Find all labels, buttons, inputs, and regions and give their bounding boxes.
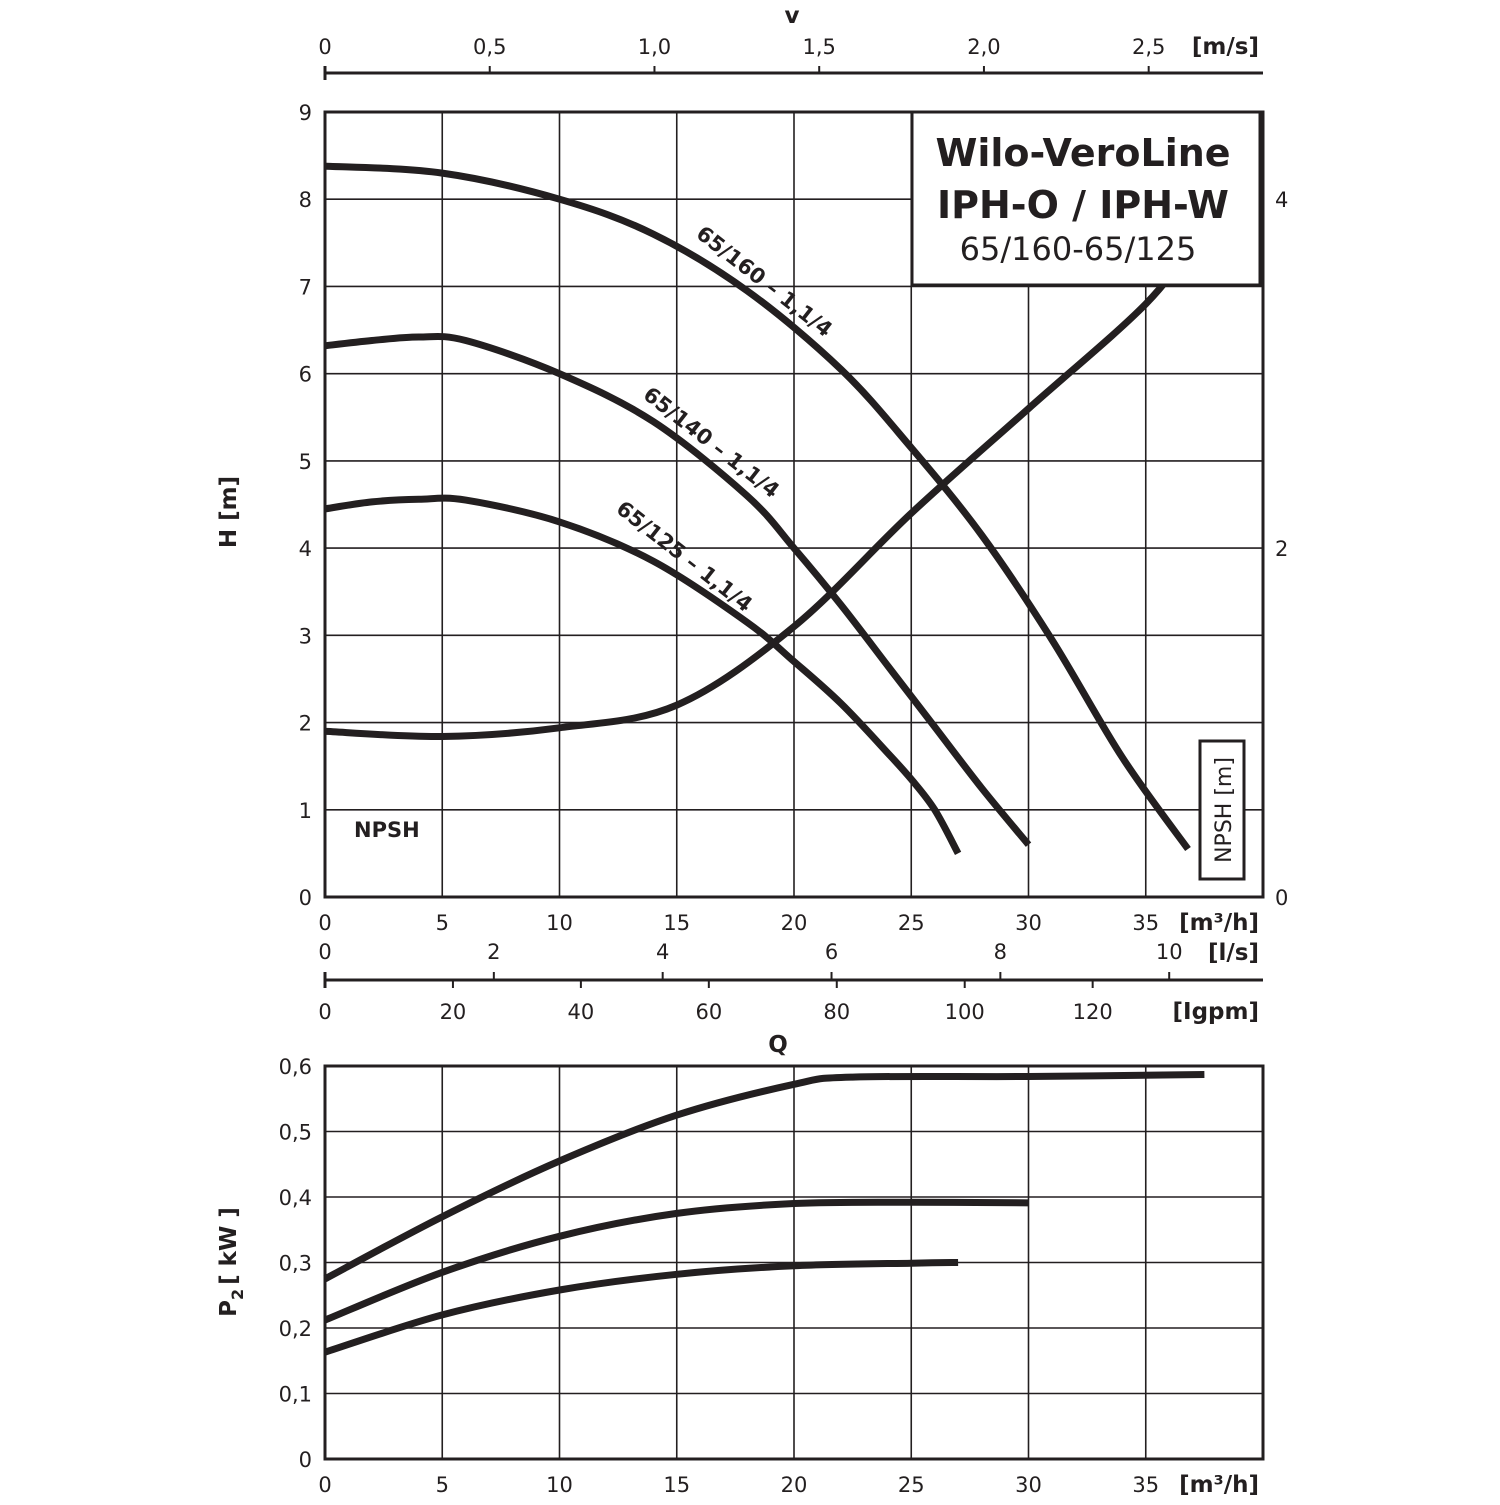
igpm-tick-label: 120 bbox=[1073, 1000, 1113, 1024]
ls-tick-label: 6 bbox=[825, 940, 838, 964]
head-y-tick-label: 9 bbox=[299, 101, 312, 125]
power-x-unit: [m³/h] bbox=[1179, 1472, 1259, 1498]
velocity-tick-label: 1,5 bbox=[803, 35, 836, 59]
power-y-axis-symbol: P bbox=[216, 1300, 242, 1317]
npsh-y2-tick-label: 2 bbox=[1275, 537, 1288, 561]
power-plot-frame bbox=[323, 1064, 1265, 1461]
ls-tick-label: 2 bbox=[487, 940, 500, 964]
npsh-curve-label: NPSH bbox=[354, 818, 420, 842]
power-x-tick-label: 0 bbox=[318, 1473, 331, 1497]
power-y-tick-label: 0,2 bbox=[279, 1317, 312, 1341]
power-curve-2 bbox=[323, 1198, 1029, 1324]
head-y-axis-title: H [m] bbox=[216, 476, 242, 548]
igpm-tick-label: 80 bbox=[823, 1000, 850, 1024]
ls-tick-label: 8 bbox=[994, 940, 1007, 964]
power-y-tick-label: 0,4 bbox=[279, 1186, 312, 1210]
head-curve-1 bbox=[324, 162, 1191, 852]
chart-subtitle: IPH-O / IPH-W bbox=[937, 183, 1229, 227]
head-x-tick-label: 30 bbox=[1015, 911, 1042, 935]
head-curve-label: 65/140 – 1,1/4 bbox=[639, 382, 784, 503]
head-y-tick-label: 3 bbox=[299, 624, 312, 648]
title-box: Wilo-VeroLine IPH-O / IPH-W 65/160-65/12… bbox=[910, 110, 1262, 287]
ls-tick-label: 0 bbox=[318, 940, 331, 964]
power-x-tick-label: 35 bbox=[1132, 1473, 1159, 1497]
igpm-tick-label: 40 bbox=[568, 1000, 595, 1024]
title-box-frame bbox=[910, 110, 1262, 287]
velocity-tick-label: 1,0 bbox=[638, 35, 671, 59]
velocity-tick-label: 2,0 bbox=[967, 35, 1000, 59]
head-y-tick-label: 0 bbox=[299, 886, 312, 910]
head-curve-2 bbox=[324, 332, 1032, 847]
velocity-tick-label: 0 bbox=[318, 35, 331, 59]
power-y-axis-subscript: 2 bbox=[228, 1289, 247, 1300]
model-range: 65/160-65/125 bbox=[960, 230, 1197, 268]
power-curve-1 bbox=[323, 1071, 1205, 1282]
power-y-tick-label: 0,1 bbox=[279, 1383, 312, 1407]
npsh-axis-label: NPSH [m] bbox=[1212, 757, 1237, 863]
head-y-tick-label: 2 bbox=[299, 712, 312, 736]
igpm-tick-label: 0 bbox=[318, 1000, 331, 1024]
igpm-unit: [Igpm] bbox=[1173, 999, 1259, 1025]
head-x-tick-label: 25 bbox=[898, 911, 925, 935]
head-curve-label: 65/160 – 1,1/4 bbox=[692, 221, 837, 342]
head-x-tick-label: 20 bbox=[781, 911, 808, 935]
velocity-unit: [m/s] bbox=[1192, 34, 1259, 60]
power-y-axis-title: P2 [ kW ] bbox=[216, 1207, 247, 1317]
velocity-axis-title: v bbox=[785, 3, 800, 29]
head-x-tick-label: 15 bbox=[663, 911, 690, 935]
power-x-tick-label: 20 bbox=[781, 1473, 808, 1497]
head-y-tick-label: 6 bbox=[299, 363, 312, 387]
head-y-tick-label: 8 bbox=[299, 188, 312, 212]
npsh-y2-tick-label: 0 bbox=[1275, 886, 1288, 910]
head-y-tick-label: 1 bbox=[299, 799, 312, 823]
head-x-unit: [m³/h] bbox=[1179, 910, 1259, 936]
power-y-axis-unit: [ kW ] bbox=[216, 1207, 242, 1285]
power-y-tick-label: 0 bbox=[299, 1448, 312, 1472]
ls-tick-label: 10 bbox=[1156, 940, 1183, 964]
chart-title: Wilo-VeroLine bbox=[935, 131, 1230, 175]
ls-unit: [l/s] bbox=[1208, 940, 1259, 966]
head-x-tick-label: 35 bbox=[1132, 911, 1159, 935]
ls-tick-label: 4 bbox=[656, 940, 669, 964]
power-x-tick-label: 5 bbox=[436, 1473, 449, 1497]
power-y-tick-label: 0,3 bbox=[279, 1252, 312, 1276]
head-curve-3 bbox=[324, 494, 962, 856]
head-y-tick-label: 7 bbox=[299, 275, 312, 299]
head-plot-frame bbox=[323, 110, 1265, 899]
power-x-tick-label: 25 bbox=[898, 1473, 925, 1497]
power-x-tick-label: 15 bbox=[663, 1473, 690, 1497]
head-y-tick-label: 4 bbox=[299, 537, 312, 561]
head-x-tick-label: 0 bbox=[318, 911, 331, 935]
power-curve-3 bbox=[323, 1259, 959, 1356]
velocity-tick-label: 0,5 bbox=[473, 35, 506, 59]
npsh-y2-tick-label: 4 bbox=[1275, 188, 1288, 212]
power-y-tick-label: 0,6 bbox=[279, 1055, 312, 1079]
npsh-label-frame bbox=[1198, 739, 1246, 881]
head-x-tick-label: 10 bbox=[546, 911, 573, 935]
flow-axis-title: Q bbox=[768, 1032, 788, 1058]
head-y-tick-label: 5 bbox=[299, 450, 312, 474]
head-x-tick-label: 5 bbox=[436, 911, 449, 935]
head-curve-label: 65/125 – 1,1/4 bbox=[612, 496, 757, 617]
npsh-axis-label-box: NPSH [m] bbox=[1198, 739, 1246, 881]
igpm-tick-label: 20 bbox=[440, 1000, 467, 1024]
npsh-curve bbox=[324, 231, 1203, 741]
curves-layer bbox=[323, 162, 1205, 1356]
power-y-tick-label: 0,5 bbox=[279, 1121, 312, 1145]
power-x-tick-label: 10 bbox=[546, 1473, 573, 1497]
igpm-tick-label: 100 bbox=[945, 1000, 985, 1024]
power-x-tick-label: 30 bbox=[1015, 1473, 1042, 1497]
velocity-tick-label: 2,5 bbox=[1132, 35, 1165, 59]
igpm-tick-label: 60 bbox=[695, 1000, 722, 1024]
